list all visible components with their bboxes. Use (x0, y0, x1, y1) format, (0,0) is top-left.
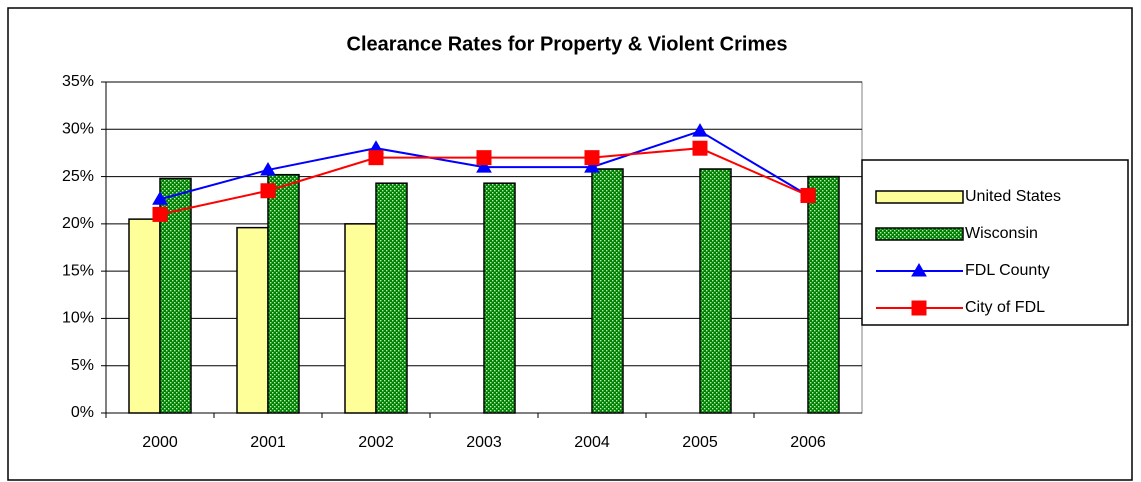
bar (591, 168, 624, 414)
point-marker (152, 191, 168, 205)
bar (128, 218, 161, 414)
x-tick-label: 2000 (142, 434, 178, 451)
legend-label: FDL County (965, 262, 1050, 279)
y-tick-label: 0% (71, 404, 94, 421)
point-marker (476, 150, 492, 166)
y-tick-label: 5% (71, 357, 94, 374)
bar (483, 182, 516, 414)
legend-marker (911, 300, 927, 316)
x-tick-label: 2006 (790, 434, 826, 451)
chart-title: Clearance Rates for Property & Violent C… (347, 33, 788, 55)
legend-marker (911, 263, 927, 277)
x-tick-label: 2001 (250, 434, 286, 451)
bar (807, 175, 840, 414)
point-marker (260, 183, 276, 199)
legend-swatch (875, 190, 964, 204)
y-tick-label: 35% (62, 73, 94, 90)
y-tick-label: 25% (62, 168, 94, 185)
legend-swatch (875, 227, 964, 241)
legend-label: Wisconsin (965, 225, 1038, 242)
point-marker (800, 187, 816, 203)
point-marker (368, 150, 384, 166)
legend-label: City of FDL (965, 299, 1045, 316)
y-tick-label: 15% (62, 262, 94, 279)
legend (861, 159, 1129, 326)
point-marker (476, 159, 492, 173)
x-tick-label: 2004 (574, 434, 610, 451)
y-tick-label: 20% (62, 215, 94, 232)
bar (344, 223, 377, 414)
point-marker (152, 206, 168, 222)
bar (267, 173, 300, 414)
y-tick-label: 10% (62, 310, 94, 327)
point-marker (584, 159, 600, 173)
y-tick-label: 30% (62, 121, 94, 138)
point-marker (692, 123, 708, 137)
point-marker (584, 150, 600, 166)
x-tick-label: 2003 (466, 434, 502, 451)
point-marker (692, 140, 708, 156)
x-tick-label: 2002 (358, 434, 394, 451)
bar (375, 182, 408, 414)
x-tick-label: 2005 (682, 434, 718, 451)
legend-label: United States (965, 188, 1061, 205)
bar (236, 226, 269, 414)
bar (699, 168, 732, 414)
point-marker (260, 161, 276, 176)
